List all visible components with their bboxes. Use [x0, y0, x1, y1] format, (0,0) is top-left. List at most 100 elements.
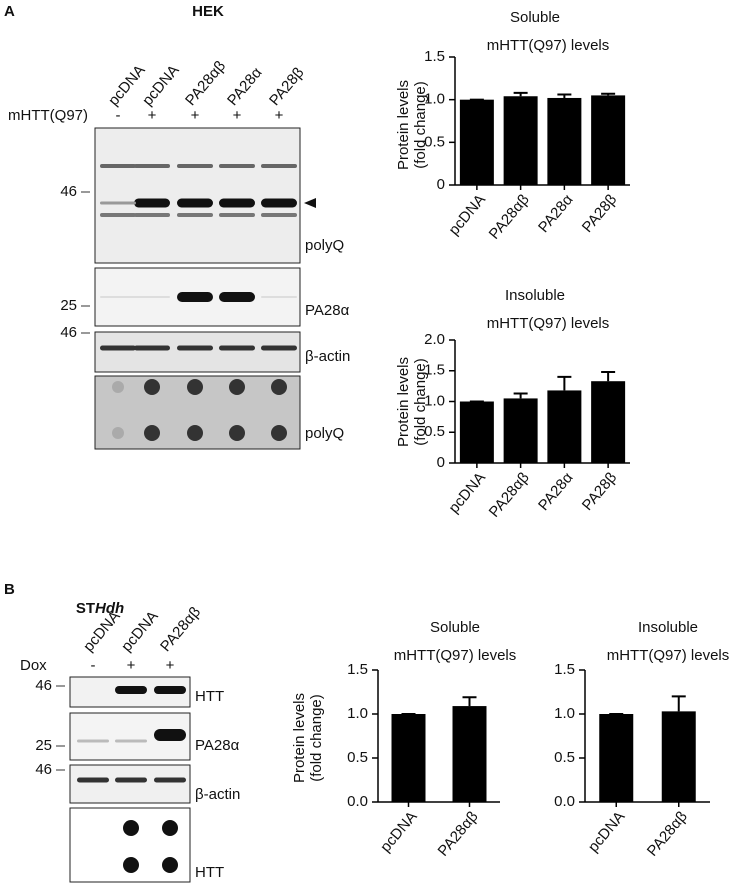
error-bar	[671, 695, 686, 712]
bar	[591, 95, 626, 185]
y-tick-label: 1.0	[424, 91, 445, 108]
error-bar	[601, 92, 616, 96]
y-tick-label: 1.5	[347, 661, 368, 678]
band	[261, 345, 297, 351]
band	[115, 686, 147, 694]
y-tick-label: 1.5	[424, 362, 445, 379]
y-tick-label: 0	[437, 176, 445, 193]
band	[134, 213, 170, 217]
condition-sign: +	[127, 657, 136, 674]
error-bar	[513, 91, 528, 97]
condition-sign: +	[166, 657, 175, 674]
dot	[271, 425, 287, 441]
blot-label: β-actin	[195, 786, 240, 803]
mw-marker: 46	[35, 761, 52, 778]
band	[115, 739, 147, 743]
lane-label: PA28αβ	[182, 57, 229, 109]
band	[219, 198, 255, 208]
lane-label: pcDNA	[139, 62, 183, 109]
dot	[187, 425, 203, 441]
y-tick-label: 1.5	[554, 661, 575, 678]
band	[261, 198, 297, 208]
lane-label: pcDNA	[105, 62, 149, 109]
condition-sign: +	[191, 107, 200, 124]
blot	[69, 764, 191, 804]
condition-label: mHTT(Q97)	[8, 107, 88, 124]
bar	[503, 96, 538, 185]
lane-label: PA28β	[266, 64, 308, 109]
y-tick-label: 0.0	[554, 793, 575, 810]
chart-subtitle: mHTT(Q97) levels	[487, 37, 610, 54]
mw-marker: 25	[60, 297, 77, 314]
dot	[229, 425, 245, 441]
dot	[112, 381, 124, 393]
blot-label: β-actin	[305, 348, 350, 365]
y-tick-label: 1.0	[554, 705, 575, 722]
band	[134, 345, 170, 351]
y-tick-label: 0.5	[554, 749, 575, 766]
chart-title: Insoluble	[505, 287, 565, 304]
blot-label: PA28α	[305, 302, 350, 319]
blot-label: PA28α	[195, 737, 240, 754]
chart-title: Soluble	[510, 9, 560, 26]
band	[134, 164, 170, 168]
band	[177, 198, 213, 208]
x-tick-label: PA28β	[579, 469, 621, 514]
x-tick-label: pcDNA	[445, 469, 489, 516]
error-bar	[557, 375, 572, 391]
y-axis-label: Protein levels	[395, 357, 412, 447]
band	[219, 213, 255, 217]
condition-label: Dox	[20, 657, 47, 674]
band	[115, 777, 147, 783]
blot	[94, 127, 301, 264]
band	[77, 777, 109, 783]
band	[154, 729, 186, 741]
y-tick-label: 1.0	[347, 705, 368, 722]
bar	[661, 711, 696, 802]
x-tick-label: PA28α	[535, 469, 577, 514]
chart-title: Insoluble	[638, 619, 698, 636]
condition-sign: +	[233, 107, 242, 124]
x-tick-label: pcDNA	[585, 808, 629, 855]
dot	[229, 379, 245, 395]
title-plain: ST	[76, 600, 95, 617]
y-tick-label: 1.5	[424, 48, 445, 65]
x-tick-label: pcDNA	[377, 808, 421, 855]
arrowhead	[304, 198, 316, 208]
band	[100, 201, 136, 205]
x-tick-label: pcDNA	[445, 191, 489, 238]
y-axis-label: (fold change)	[308, 694, 325, 782]
band	[177, 345, 213, 351]
band	[134, 198, 170, 208]
band	[219, 164, 255, 168]
bar	[459, 99, 494, 185]
bar	[452, 706, 487, 802]
lane-label: PA28αβ	[157, 603, 204, 655]
blot	[94, 331, 301, 373]
condition-sign: -	[91, 657, 96, 674]
panel-letter: A	[4, 3, 15, 20]
y-tick-label: 2.0	[424, 331, 445, 348]
band	[100, 345, 136, 351]
y-axis-label: (fold change)	[412, 358, 429, 446]
x-tick-label: PA28αβ	[644, 808, 691, 860]
band	[177, 213, 213, 217]
error-bar	[462, 696, 477, 707]
bar	[547, 97, 582, 185]
y-axis-label: Protein levels	[395, 80, 412, 170]
chart-subtitle: mHTT(Q97) levels	[607, 647, 730, 664]
y-tick-label: 0.5	[424, 133, 445, 150]
title-italic: Hdh	[95, 600, 124, 617]
band	[154, 777, 186, 783]
error-bar	[557, 93, 572, 98]
band	[177, 164, 213, 168]
panel-title: STHdh	[76, 600, 124, 617]
band	[154, 686, 186, 694]
bar	[503, 398, 538, 463]
band	[100, 296, 136, 298]
dot	[162, 857, 178, 873]
mw-marker: 46	[60, 324, 77, 341]
y-tick-label: 0.0	[347, 793, 368, 810]
bar	[547, 390, 582, 463]
band	[261, 213, 297, 217]
